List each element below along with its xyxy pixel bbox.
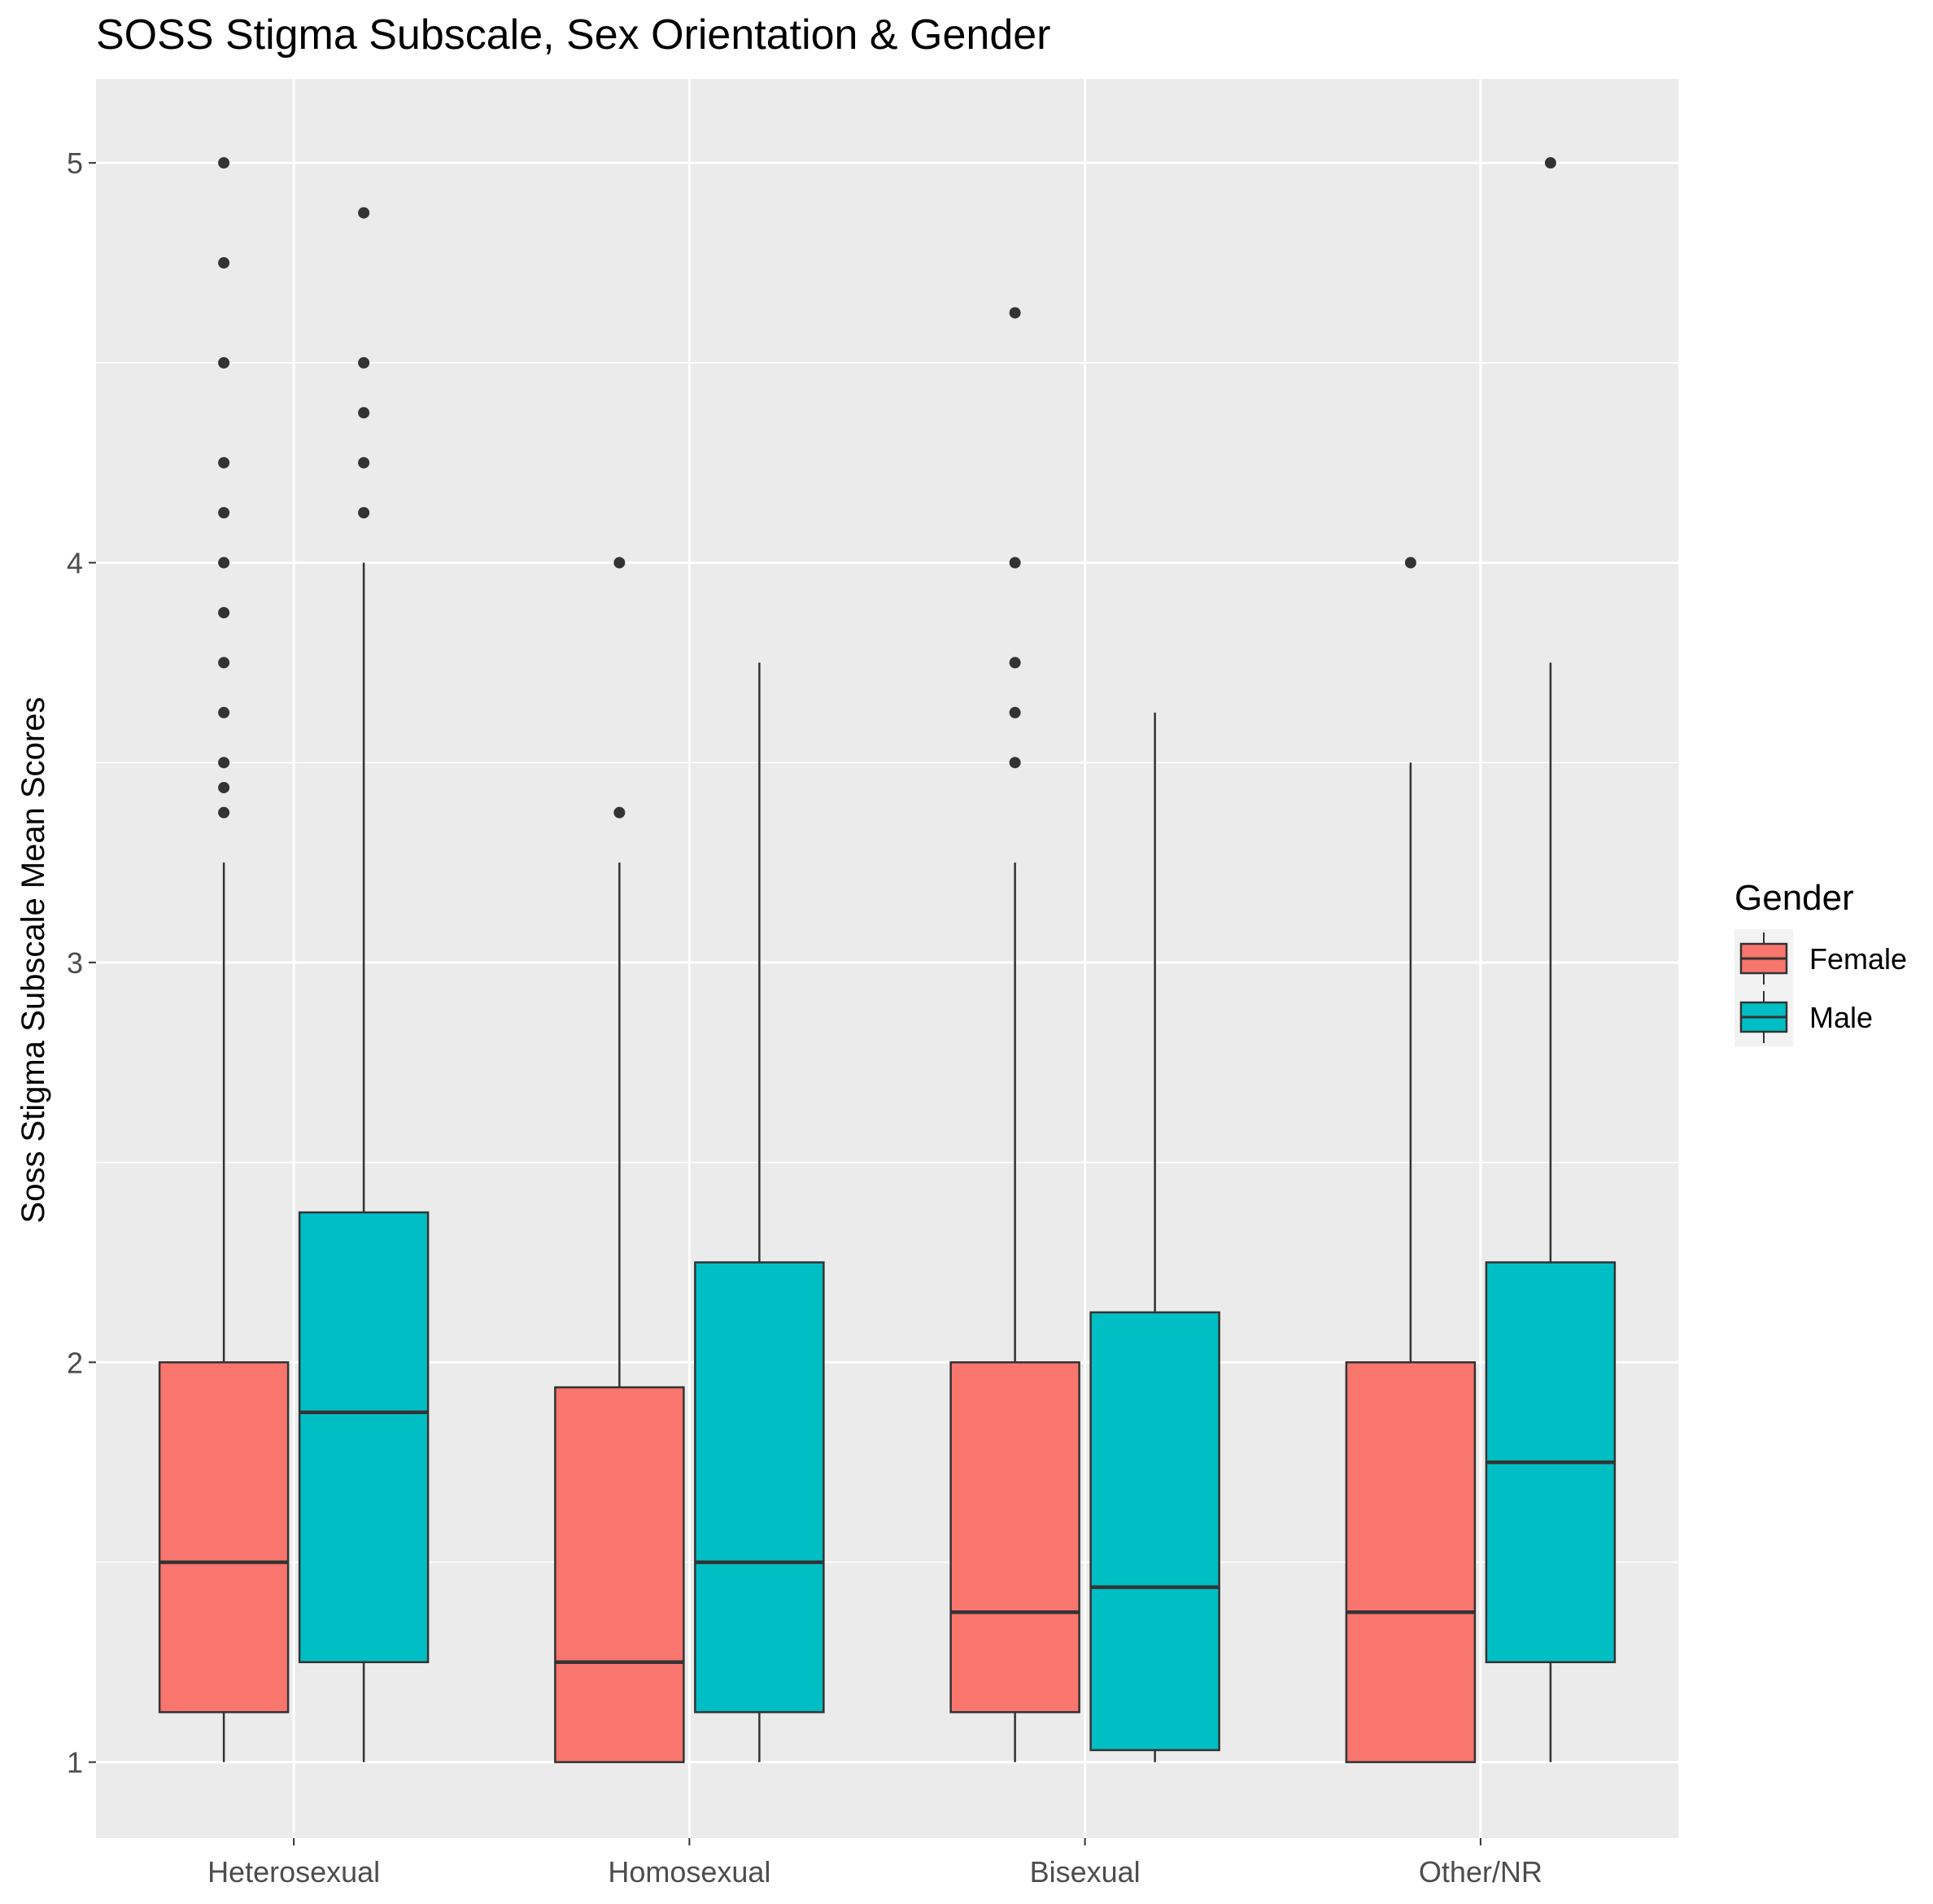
x-tick-label: Homosexual [608,1855,770,1889]
outlier-point [218,507,230,519]
box-iqr [694,1261,825,1714]
box-iqr [949,1361,1080,1714]
outlier-point [613,806,626,819]
outlier-point [1544,157,1556,169]
outlier-point [1009,307,1021,319]
outlier-point [358,207,370,219]
x-tick-label: Bisexual [1030,1855,1141,1889]
outlier-point [1009,557,1021,569]
box-male-heterosexual [298,207,430,1762]
y-tick-label: 2 [67,1346,83,1379]
y-axis: 1 2 3 4 5 [67,146,96,1780]
legend-item-male: Male [1734,988,1873,1046]
box-iqr [158,1361,290,1714]
y-tick-label: 4 [67,547,83,580]
y-tick-label: 3 [67,946,83,980]
outlier-point [218,456,230,469]
outlier-point [218,657,230,669]
box-iqr [1089,1311,1220,1752]
legend: Gender Female Male [1734,878,1907,1046]
x-tick-label: Heterosexual [207,1855,380,1889]
x-tick-label: Other/NR [1419,1855,1542,1889]
outlier-point [218,557,230,569]
outlier-point [218,781,230,793]
y-axis-label: Soss Stigma Subscale Mean Scores [15,697,51,1224]
boxes [158,157,1617,1763]
box-female-bisexual [949,307,1080,1762]
legend-title: Gender [1734,878,1854,918]
outlier-point [1009,657,1021,669]
outlier-point [358,507,370,519]
box-male-othernr [1485,157,1617,1762]
legend-item-female: Female [1734,929,1907,988]
outlier-point [218,806,230,819]
outlier-point [218,706,230,718]
outlier-point [1009,757,1021,769]
outlier-point [218,257,230,269]
y-tick-label: 1 [67,1746,83,1780]
box-iqr [1345,1361,1477,1763]
outlier-point [218,757,230,769]
outlier-point [358,407,370,419]
outlier-point [218,606,230,618]
outlier-point [1404,557,1416,569]
box-iqr [298,1211,430,1664]
outlier-point [1009,706,1021,718]
outlier-point [613,557,626,569]
legend-label: Male [1809,1001,1873,1034]
grid [96,79,1678,1838]
legend-label: Female [1809,942,1907,976]
x-axis: Heterosexual Homosexual Bisexual Other/NR [207,1838,1542,1889]
box-iqr [554,1386,685,1763]
outlier-point [358,456,370,469]
outlier-point [218,356,230,369]
chart-title: SOSS Stigma Subscale, Sex Orientation & … [96,11,1050,59]
outlier-point [358,356,370,369]
box-female-othernr [1345,557,1477,1763]
box-male-bisexual [1089,712,1220,1762]
box-male-homosexual [694,662,825,1762]
box-female-homosexual [554,557,685,1763]
outlier-point [218,157,230,169]
box-female-heterosexual [158,157,290,1762]
y-tick-label: 5 [67,146,83,180]
